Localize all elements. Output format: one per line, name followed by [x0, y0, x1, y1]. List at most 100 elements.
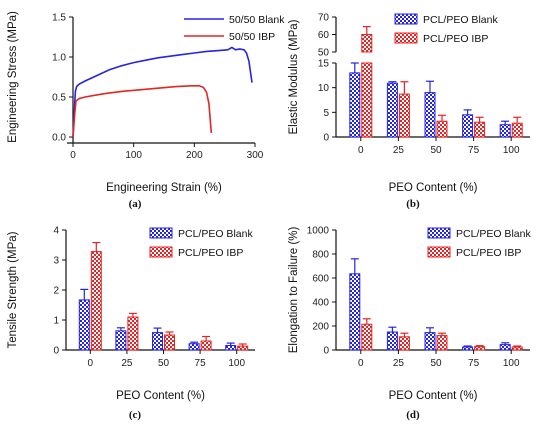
bar-blank [152, 332, 163, 351]
bar-blank [386, 331, 398, 351]
x-tick-label: 75 [195, 358, 207, 369]
x-tick-label: 0 [70, 150, 76, 161]
bar-blank [462, 346, 474, 351]
bar-ibp [436, 335, 448, 351]
x-axis-label: PEO Content (%) [389, 390, 478, 402]
x-tick-label: 50 [158, 358, 170, 369]
legend-label: PCL/PEO Blank [178, 228, 253, 240]
y-tick-label: 4 [53, 226, 59, 237]
y-tick-label: 200 [312, 322, 329, 333]
bar-blank [188, 343, 200, 351]
x-tick-label: 0 [358, 145, 364, 156]
y-tick-label: 0 [323, 133, 329, 144]
x-tick-label: 50 [430, 358, 442, 369]
legend-swatch [149, 227, 173, 239]
legend-swatch [149, 246, 173, 258]
x-tick-label: 0 [358, 358, 364, 369]
y-tick-label: 3 [53, 256, 59, 267]
x-tick-label: 100 [228, 358, 245, 369]
panel-d-elongation: 0 200 400 600 800 1000 0 25 50 75 100 PCL/PEO Blank… [288, 226, 531, 422]
bar-ibp [90, 251, 102, 351]
y-tick-label: 800 [312, 250, 329, 261]
panel-label: (d) [406, 409, 420, 421]
bar-blank [115, 330, 127, 351]
x-tick-label: 25 [393, 358, 405, 369]
y-tick-label: 0.0 [52, 133, 66, 144]
legend-label: PCL/PEO IBP [456, 247, 521, 259]
bar-blank [225, 345, 237, 351]
panel-label: (a) [129, 198, 142, 210]
bar-blank [499, 124, 511, 138]
x-tick-label: 100 [125, 150, 142, 161]
x-tick-label: 25 [393, 145, 405, 156]
bar-ibp [474, 121, 486, 138]
legend-swatch [394, 13, 418, 25]
bar-ibp [474, 346, 486, 351]
panel-c-tensile-strength: 0 1 2 3 4 0 25 50 75 100 PCL/PEO Blank PCL/PEO IBP P… [7, 226, 255, 421]
bar-ibp [127, 316, 139, 351]
y-tick-label: 0 [53, 346, 59, 357]
x-tick-label: 25 [121, 358, 133, 369]
y-axis-label: Elastic Modulus (MPa) [288, 19, 300, 134]
legend-swatch [427, 246, 451, 258]
legend-label: 50/50 Blank [229, 14, 285, 26]
legend-swatch [394, 32, 418, 44]
y-tick-label: 0.5 [52, 93, 66, 104]
bar-blank [349, 273, 361, 351]
x-tick-label: 100 [503, 145, 520, 156]
panel-label: (c) [129, 409, 142, 421]
y-tick-label: 50 [318, 48, 330, 59]
bar-ibp [398, 336, 410, 351]
y-tick-label: 400 [312, 298, 329, 309]
y-tick-label: 15 [318, 59, 330, 70]
x-tick-label: 300 [247, 150, 264, 161]
x-tick-label: 100 [503, 358, 520, 369]
y-tick-label: 2 [53, 286, 59, 297]
bar-ibp [237, 345, 249, 351]
bar-ibp [200, 340, 212, 351]
x-tick-label: 75 [468, 145, 480, 156]
bar-blank [78, 299, 90, 351]
bar-blank [462, 114, 474, 138]
bar-ibp [398, 93, 410, 138]
legend-label: PCL/PEO IBP [178, 247, 243, 259]
x-tick-label: 50 [430, 145, 442, 156]
legend-label: 50/50 IBP [229, 31, 275, 43]
y-tick-label: 0 [323, 346, 329, 357]
y-axis-label: Elongation to Failure (%) [288, 227, 300, 354]
y-tick-label: 600 [312, 274, 329, 285]
y-tick-label: 60 [318, 30, 330, 41]
bar-ibp [361, 323, 373, 351]
x-axis-label: Engineering Strain (%) [106, 182, 222, 194]
bar-ibp [511, 122, 523, 138]
bar-blank [349, 72, 361, 138]
bar-ibp [436, 120, 448, 138]
x-axis-label: PEO Content (%) [389, 182, 478, 194]
bar-ibp-upper [361, 34, 373, 53]
y-tick-label: 1000 [307, 226, 330, 237]
bar-blank [424, 332, 436, 351]
y-tick-label: 10 [318, 83, 330, 94]
y-tick-label: 1 [53, 316, 59, 327]
x-tick-label: 75 [468, 358, 480, 369]
legend-label: PCL/PEO IBP [423, 33, 488, 45]
y-axis-label: Engineering Stress (MPa) [7, 11, 19, 143]
panel-a-stress-strain: 0.0 0.5 1.0 1.5 0 100 200 300 50/50 Blank 50/50 I… [7, 11, 285, 210]
y-tick-label: 1.5 [52, 13, 66, 24]
bar-ibp [164, 334, 175, 351]
panel-label: (b) [406, 198, 420, 210]
x-tick-label: 200 [186, 150, 203, 161]
x-axis-label: PEO Content (%) [116, 390, 205, 402]
bar-blank [499, 344, 511, 351]
legend-swatch [427, 227, 451, 239]
series-line-ibp [72, 85, 213, 138]
bar-ibp [361, 62, 373, 138]
x-tick-label: 0 [88, 358, 94, 369]
legend-label: PCL/PEO Blank [423, 14, 498, 26]
bar-blank [386, 82, 398, 138]
y-axis-label: Tensile Strength (MPa) [7, 231, 19, 348]
bar-ibp [511, 346, 523, 351]
series-line-blank [72, 46, 253, 138]
